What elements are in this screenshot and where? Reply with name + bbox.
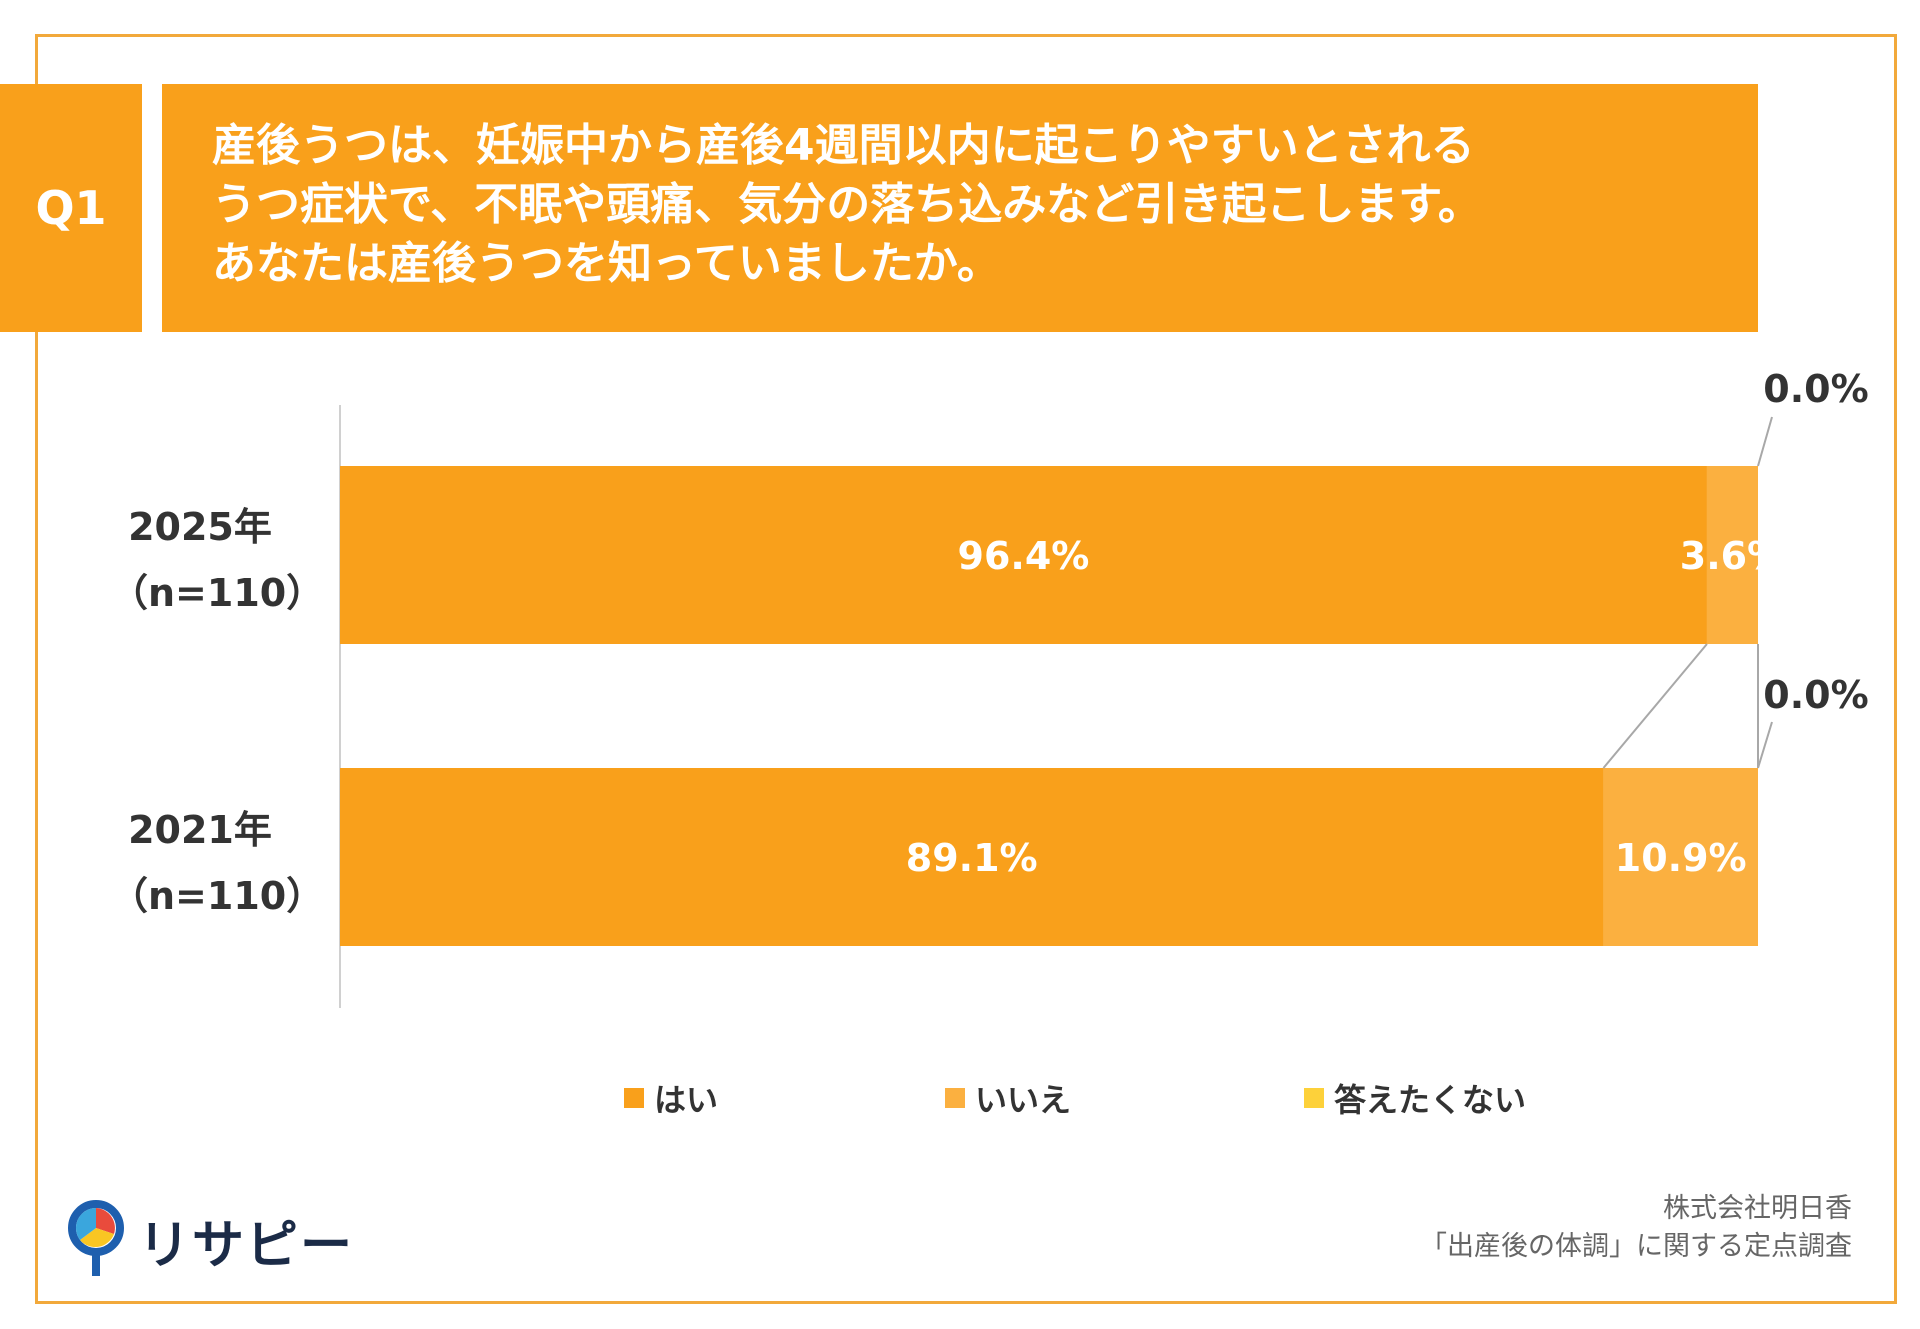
legend-label-no-answer: 答えたくない [1334,1081,1527,1119]
legend-swatch-yes [624,1088,644,1108]
bar-segment-0-0 [340,466,1707,644]
legend-item-no: いいえ [945,1078,1072,1119]
outer-frame [35,34,1897,1304]
bar-segment-1-0 [340,768,1604,946]
category-n-2025: （n=110） [110,571,325,615]
question-line-2: うつ症状で、不眠や頭痛、気分の落ち込みなど引き起こします。 [212,179,1482,230]
legend-swatch-no [945,1088,965,1108]
zero-callout-leader-1 [1757,721,1773,769]
legend-label-yes: はい [654,1081,719,1119]
legend-swatch-no-answer [1304,1088,1324,1108]
legend-item-yes: はい [624,1078,719,1119]
zero-callout-label-1: 0.0% [1763,673,1868,717]
data-label-1-1: 10.9% [1615,836,1747,880]
data-label-0-0: 96.4% [958,534,1090,578]
category-year-2025: 2025年 [128,505,272,549]
category-label-2025: 2025年 （n=110） [110,494,325,626]
category-year-2021: 2021年 [128,808,272,852]
data-label-0-1: 3.6% [1680,534,1785,578]
legend-label-no: いいえ [975,1081,1072,1119]
source-survey: 「出産後の体調」に関する定点調査 [1420,1231,1852,1262]
category-label-2021: 2021年 （n=110） [110,797,325,929]
bar-segment-0-1 [1706,466,1758,644]
series-connector-0 [1602,643,1708,769]
question-line-3: あなたは産後うつを知っていましたか。 [212,238,1001,289]
legend-item-no-answer: 答えたくない [1304,1078,1527,1119]
question-text-box: 産後うつは、妊娠中から産後4週間以内に起こりやすいとされる うつ症状で、不眠や頭… [162,84,1758,332]
brand-logo: リサピー [68,1200,354,1280]
zero-callout-label-0: 0.0% [1763,367,1868,411]
pin-logo-icon [68,1200,124,1276]
bar-segment-1-1 [1603,768,1758,946]
question-number-badge: Q1 [0,84,142,332]
source-company: 株式会社明日香 [1663,1193,1852,1224]
data-label-1-0: 89.1% [906,836,1038,880]
question-number: Q1 [35,181,107,235]
question-line-1: 産後うつは、妊娠中から産後4週間以内に起こりやすいとされる [212,120,1475,171]
source-note: 株式会社明日香 「出産後の体調」に関する定点調査 [1420,1190,1852,1266]
logo-text: リサピー [138,1215,355,1276]
zero-callout-leader-0 [1757,416,1773,467]
category-n-2021: （n=110） [110,874,325,918]
